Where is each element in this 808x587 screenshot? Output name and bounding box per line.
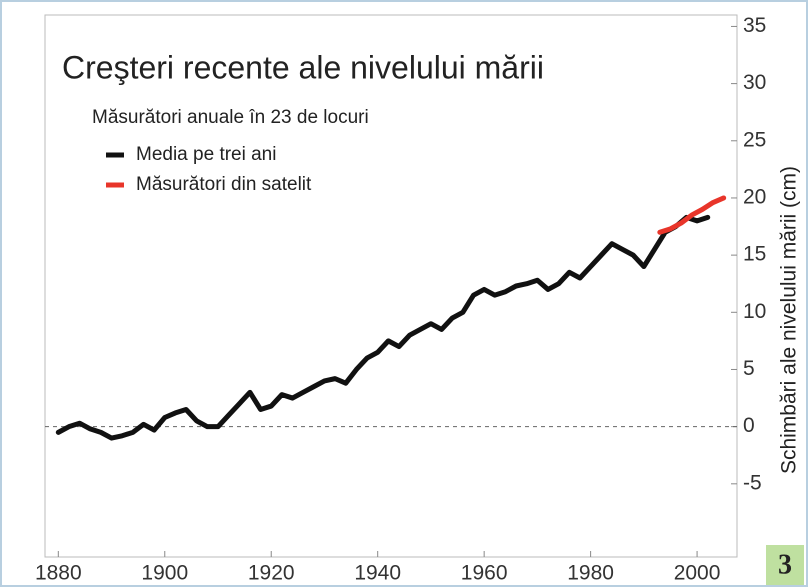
y-tick-label: 25	[743, 128, 766, 151]
y-tick-label: 20	[743, 186, 766, 209]
y-tick-label: 5	[743, 357, 755, 380]
page-number-box	[766, 545, 804, 585]
x-tick-label: 1880	[35, 562, 82, 585]
x-tick-label: 2000	[674, 562, 721, 585]
page-number: 3	[778, 549, 792, 580]
x-tick-label: 1980	[567, 562, 614, 585]
chart-subtitle: Măsurători anuale în 23 de locuri	[92, 107, 369, 128]
y-tick-label: 15	[743, 243, 766, 266]
y-tick-label: 30	[743, 71, 766, 94]
y-tick-label: 10	[743, 300, 766, 323]
x-tick-label: 1920	[248, 562, 295, 585]
series-line	[55, 214, 711, 441]
y-tick-label: -5	[743, 471, 762, 494]
series-line	[657, 195, 727, 235]
x-tick-label: 1940	[354, 562, 401, 585]
chart-title: Creşteri recente ale nivelului mării	[62, 49, 544, 85]
legend-label: Media pe trei ani	[136, 144, 276, 165]
y-tick-label: 0	[743, 414, 755, 437]
plot-frame	[44, 14, 738, 558]
legend-label: Măsurători din satelit	[136, 174, 312, 195]
x-tick-label: 1900	[141, 562, 188, 585]
x-tick-label: 1960	[461, 562, 508, 585]
y-tick-label: 35	[743, 14, 766, 37]
y-axis-label: Schimbări ale nivelului mării (cm)	[778, 166, 801, 474]
